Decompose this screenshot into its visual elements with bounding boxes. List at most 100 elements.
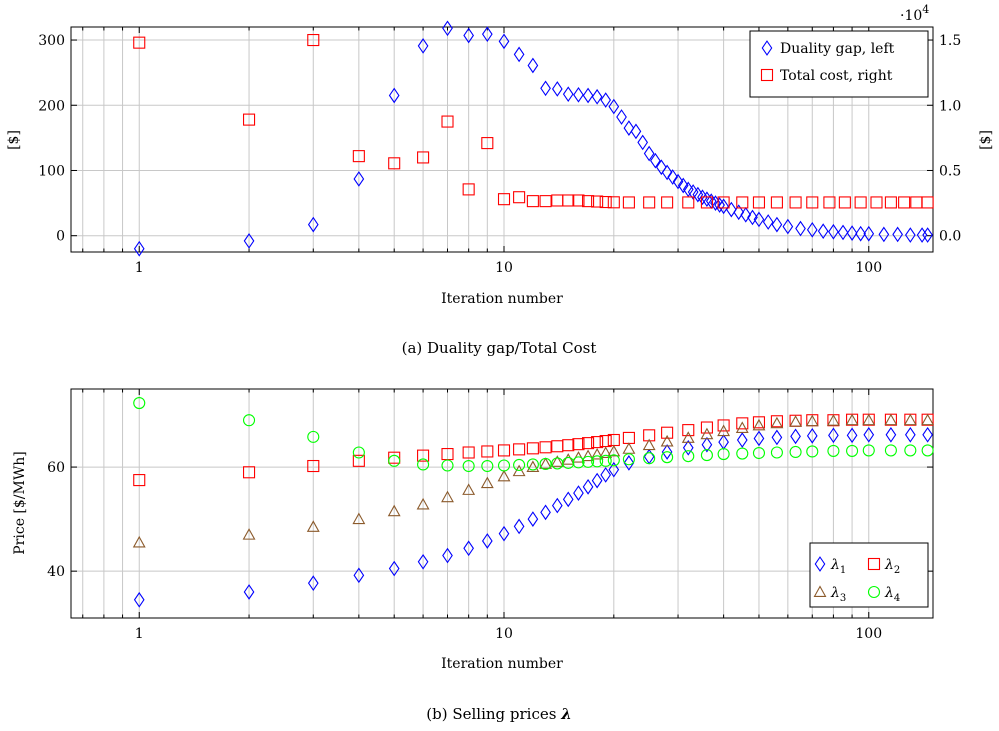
lambda3-point — [512, 464, 526, 477]
lambda4-point — [661, 451, 674, 464]
duality-gap-point — [762, 214, 774, 230]
lambda3-point — [462, 483, 476, 495]
lambda4-point — [789, 445, 802, 459]
legend-lambda1-symbol — [814, 556, 826, 572]
lambda1-point — [661, 444, 673, 460]
lambda4-point — [388, 454, 401, 467]
legend-lambda4-marker — [867, 585, 881, 599]
chart-a-left-axis-label: [$] — [6, 130, 22, 150]
lambda1-point — [562, 491, 574, 508]
lambda2-point — [682, 424, 695, 437]
lambda1-point — [623, 455, 635, 471]
legend-lambda2-marker — [867, 557, 881, 571]
duality-gap-point — [747, 209, 758, 226]
chart-a-left-y-tick-label: 200 — [38, 98, 65, 114]
lambda1-point — [600, 467, 612, 483]
lambda2-point — [242, 466, 256, 479]
chart-a-right-y-tick-label: 1.0 — [939, 98, 961, 114]
lambda2-point — [770, 415, 783, 428]
legend-lambda4-symbol — [867, 585, 881, 599]
duality-gap-point — [726, 201, 737, 218]
lambda3-point — [561, 453, 575, 465]
duality-gap-point — [878, 226, 890, 243]
chart-a-left-y-tick-label: 300 — [38, 33, 65, 49]
lambda1-point — [828, 427, 839, 444]
total-cost-point — [898, 196, 911, 209]
lambda4-point — [717, 448, 730, 461]
total-cost-point — [910, 196, 923, 209]
chart-a-grid — [71, 27, 933, 252]
total-cost-point — [307, 33, 320, 47]
lambda1-point — [922, 426, 933, 443]
legend-lambda3-marker — [813, 585, 827, 597]
total-cost-point — [736, 196, 749, 209]
lambda3-point — [581, 449, 595, 462]
total-cost-point — [921, 196, 934, 209]
total-cost-point — [870, 196, 883, 209]
legend-total-cost-marker — [760, 68, 774, 82]
lambda3-point — [599, 446, 613, 458]
legend-total-cost-label: Total cost, right — [780, 68, 893, 84]
lambda2-point — [352, 454, 365, 467]
total-cost-point — [789, 196, 802, 209]
chart-a-left-y-tick-label: 100 — [38, 163, 65, 179]
chart-a-x-tick-label: 100 — [855, 260, 882, 276]
chart-a-x-tick-label: 1 — [135, 260, 144, 276]
lambda1-point — [790, 428, 801, 445]
lambda3-point — [826, 414, 840, 426]
total-cost-point — [838, 196, 851, 209]
duality-gap-point — [527, 57, 539, 74]
legend-lambda4-sub: 4 — [894, 593, 900, 604]
total-cost-point — [607, 196, 620, 209]
lambda2-point — [539, 441, 552, 454]
chart-a-right-axis-label: [$] — [978, 130, 994, 150]
duality-gap-point — [637, 134, 649, 151]
lambda3-point — [416, 497, 430, 510]
lambda1-point — [904, 426, 916, 443]
duality-gap-point — [133, 240, 145, 257]
duality-gap-point — [656, 159, 667, 176]
lambda4-point — [462, 459, 475, 473]
chart-b-x-tick-label: 100 — [855, 626, 882, 642]
lambda1-point — [846, 427, 858, 444]
chart-b-axes: 1 10 100 40 60 — [47, 389, 933, 642]
lambda4-point — [884, 444, 897, 457]
chart-a-marks — [133, 20, 934, 257]
duality-gap-point — [837, 224, 849, 241]
total-cost-point — [562, 194, 575, 207]
chart-b-x-tick-label: 10 — [495, 626, 513, 642]
duality-gap-point — [705, 193, 717, 209]
lambda3-point — [700, 427, 714, 440]
lambda1-point — [481, 533, 493, 549]
duality-gap-point — [701, 191, 713, 208]
lambda1-point — [417, 553, 429, 570]
lambda2-point — [591, 436, 604, 449]
total-cost-point — [539, 195, 552, 208]
total-cost-point — [572, 194, 585, 207]
lambda4-point — [806, 445, 819, 458]
duality-gap-point — [573, 86, 584, 103]
lambda3-point — [242, 528, 256, 540]
lambda3-point — [660, 434, 674, 447]
total-cost-point — [806, 196, 819, 209]
chart-a-plot-frame — [70, 26, 934, 253]
total-cost-point — [599, 195, 612, 209]
lambda2-point — [417, 449, 430, 462]
chart-a-left-y-tick-label: 0 — [56, 229, 65, 245]
lambda4-point — [682, 450, 695, 463]
legend-lambda1-marker — [814, 556, 826, 572]
duality-gap-point — [892, 226, 903, 243]
legend-lambda2-symbol: λ — [884, 557, 894, 573]
lambda4-point — [441, 459, 454, 472]
chart-b-y-tick-label: 40 — [47, 564, 65, 580]
duality-gap-point — [753, 211, 765, 228]
duality-gap-point — [463, 27, 474, 44]
lambda2-point — [551, 440, 564, 453]
right-axis-multiplier-base: ·10 — [900, 8, 922, 24]
legend-lambda1-symbol: λ — [830, 557, 840, 573]
chart-b-grid — [71, 389, 933, 618]
lambda3-point — [497, 469, 511, 482]
duality-gap-point — [771, 216, 783, 233]
lambda4-point — [827, 444, 840, 457]
legend-lambda3-symbol — [813, 585, 827, 597]
